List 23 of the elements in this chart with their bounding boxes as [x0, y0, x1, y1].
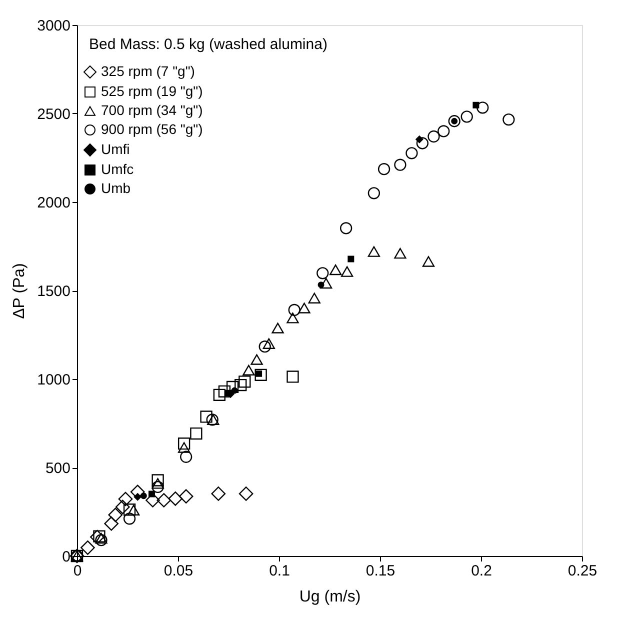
legend-label: 900 rpm (56 "g") — [101, 121, 203, 137]
y-tick-label: 2000 — [37, 194, 70, 212]
legend-label: Umfc — [101, 161, 134, 177]
x-tick-label: 0.15 — [366, 562, 396, 580]
legend-label: 700 rpm (34 "g") — [101, 102, 203, 118]
y-tick-label: 500 — [45, 460, 70, 477]
y-tick-label: 1000 — [37, 372, 70, 388]
x-tick-label: 0.2 — [471, 562, 492, 580]
x-tick-label: 0 — [73, 562, 82, 580]
y-tick-label: 1500 — [37, 283, 70, 300]
y-tick-label: 0 — [62, 548, 70, 566]
x-axis-title: Ug (m/s) — [299, 588, 361, 606]
annotation: Bed Mass: 0.5 kg (washed alumina) — [89, 36, 328, 53]
x-tick-label: 0.05 — [164, 562, 194, 580]
legend-label: Umfi — [101, 141, 130, 157]
legend-label: 525 rpm (19 "g") — [101, 83, 203, 99]
y-tick-label: 3000 — [37, 18, 70, 34]
y-tick-label: 2500 — [37, 106, 70, 123]
x-tick-label: 0.25 — [568, 562, 598, 580]
y-axis-title: ΔP (Pa) — [11, 263, 28, 319]
x-tick-label: 0.1 — [269, 562, 290, 580]
legend-label: 325 rpm (7 "g") — [101, 63, 195, 79]
legend-label: Umb — [101, 180, 131, 196]
